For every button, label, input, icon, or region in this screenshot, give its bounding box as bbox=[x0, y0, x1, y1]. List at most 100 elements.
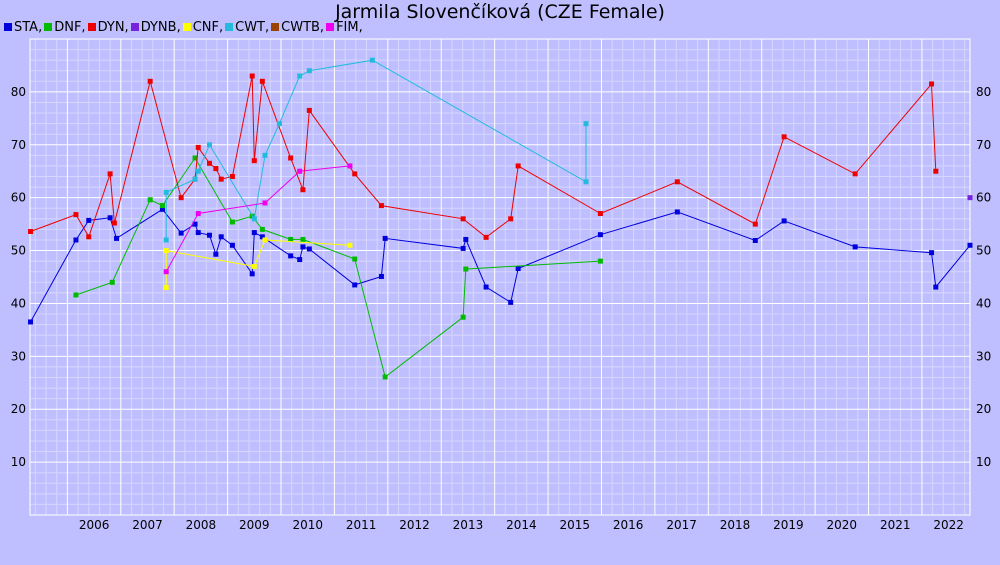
data-point-cnf bbox=[262, 237, 268, 243]
data-point-sta bbox=[114, 235, 120, 241]
y-tick-label-right: 20 bbox=[976, 402, 991, 416]
series-line-dyn bbox=[30, 75, 937, 239]
data-point-dyn bbox=[218, 176, 224, 182]
series-line-cwt bbox=[165, 59, 587, 240]
y-tick-label-left: 20 bbox=[11, 402, 26, 416]
data-point-dyn bbox=[300, 187, 306, 193]
data-point-dyn bbox=[111, 220, 117, 226]
x-tick-label: 2014 bbox=[506, 518, 537, 532]
data-point-sta bbox=[382, 235, 388, 241]
data-point-sta bbox=[852, 244, 858, 250]
data-point-dyn bbox=[206, 160, 212, 166]
data-point-sta bbox=[259, 234, 265, 240]
chart-title: Jarmila Slovenčíková (CZE Female) bbox=[335, 1, 665, 23]
legend-item-cwt: CWT, bbox=[225, 19, 269, 35]
data-point-dyn bbox=[147, 78, 153, 84]
data-point-dyn bbox=[515, 163, 521, 169]
data-point-sta bbox=[195, 230, 201, 236]
data-point-cwt bbox=[297, 73, 303, 79]
y-tick-label-right: 30 bbox=[976, 349, 991, 363]
data-point-sta bbox=[929, 250, 935, 256]
y-tick-label-right: 40 bbox=[976, 296, 991, 310]
x-tick-label: 2012 bbox=[399, 518, 430, 532]
data-point-dnf bbox=[229, 219, 235, 225]
legend-label: DNF, bbox=[54, 19, 86, 35]
data-point-sta bbox=[674, 209, 680, 215]
x-tick-label: 2011 bbox=[346, 518, 377, 532]
data-point-dnf bbox=[147, 197, 153, 203]
legend-item-dnf: DNF, bbox=[44, 19, 86, 35]
data-point-sta bbox=[508, 299, 514, 305]
legend-label: DYNB, bbox=[140, 19, 181, 35]
legend-label: CWTB, bbox=[281, 19, 325, 35]
data-point-cwt bbox=[163, 189, 169, 195]
data-point-dyn bbox=[781, 134, 787, 140]
data-point-dyn bbox=[178, 195, 184, 201]
x-tick-label: 2021 bbox=[880, 518, 911, 532]
data-point-cwt bbox=[583, 121, 589, 127]
data-point-sta bbox=[249, 271, 255, 277]
data-point-sta bbox=[218, 234, 224, 240]
data-point-dnf bbox=[463, 266, 469, 272]
data-point-sta bbox=[933, 284, 939, 290]
data-point-sta bbox=[300, 244, 306, 250]
data-point-cwt bbox=[163, 237, 169, 243]
data-point-dyn bbox=[929, 81, 935, 87]
data-point-sta bbox=[306, 246, 312, 252]
legend-label: FIM, bbox=[336, 19, 363, 35]
data-point-dyn bbox=[933, 168, 939, 174]
data-point-dyn bbox=[288, 155, 294, 161]
x-tick-label: 2006 bbox=[79, 518, 110, 532]
x-tick-label: 2008 bbox=[186, 518, 217, 532]
data-point-sta bbox=[752, 238, 758, 244]
data-point-fim bbox=[163, 269, 169, 275]
data-point-sta bbox=[288, 253, 294, 259]
data-point-cwt bbox=[583, 179, 589, 185]
data-point-dyn bbox=[508, 216, 514, 222]
data-point-dyn bbox=[852, 171, 858, 177]
legend-item-cnf: CNF, bbox=[182, 19, 223, 35]
data-point-sta bbox=[28, 319, 34, 325]
y-tick-label-left: 10 bbox=[11, 455, 26, 469]
data-point-sta bbox=[460, 245, 466, 251]
data-point-dnf bbox=[288, 236, 294, 242]
data-point-cwt bbox=[276, 121, 282, 127]
legend-label: CWT, bbox=[235, 19, 270, 35]
data-point-cnf bbox=[163, 285, 169, 291]
y-tick-label-left: 30 bbox=[11, 349, 26, 363]
data-point-dyn bbox=[73, 212, 79, 218]
data-point-fim bbox=[195, 211, 201, 217]
x-tick-label: 2009 bbox=[239, 518, 270, 532]
data-point-sta bbox=[107, 215, 113, 221]
plot-frame bbox=[29, 38, 971, 516]
data-point-sta bbox=[515, 266, 521, 272]
data-point-dyn bbox=[195, 144, 201, 150]
data-point-cnf bbox=[163, 248, 169, 254]
data-point-dnf bbox=[382, 374, 388, 380]
legend-swatch bbox=[326, 23, 335, 31]
data-point-cwt bbox=[306, 68, 312, 74]
data-point-sta bbox=[73, 237, 79, 243]
data-point-cwt bbox=[251, 216, 257, 222]
data-point-fim bbox=[297, 168, 303, 174]
data-point-dyn bbox=[306, 107, 312, 113]
data-point-dnf bbox=[300, 236, 306, 242]
x-tick-label: 2010 bbox=[292, 518, 323, 532]
data-point-cwt bbox=[262, 152, 268, 158]
x-tick-label: 2017 bbox=[666, 518, 697, 532]
data-point-sta bbox=[378, 273, 384, 279]
data-point-dnf bbox=[352, 256, 358, 262]
y-tick-label-right: 60 bbox=[976, 191, 991, 205]
legend-swatch bbox=[225, 23, 234, 31]
data-point-dnf bbox=[159, 203, 165, 209]
data-point-dyn bbox=[483, 234, 489, 240]
data-point-sta bbox=[967, 242, 973, 248]
data-point-dyn bbox=[259, 78, 265, 84]
data-point-dynb bbox=[967, 195, 973, 201]
data-point-dyn bbox=[378, 203, 384, 209]
legend-swatch bbox=[4, 23, 12, 31]
x-tick-label: 2007 bbox=[132, 518, 163, 532]
data-point-sta bbox=[213, 251, 219, 257]
legend-label: DYN, bbox=[97, 19, 129, 35]
